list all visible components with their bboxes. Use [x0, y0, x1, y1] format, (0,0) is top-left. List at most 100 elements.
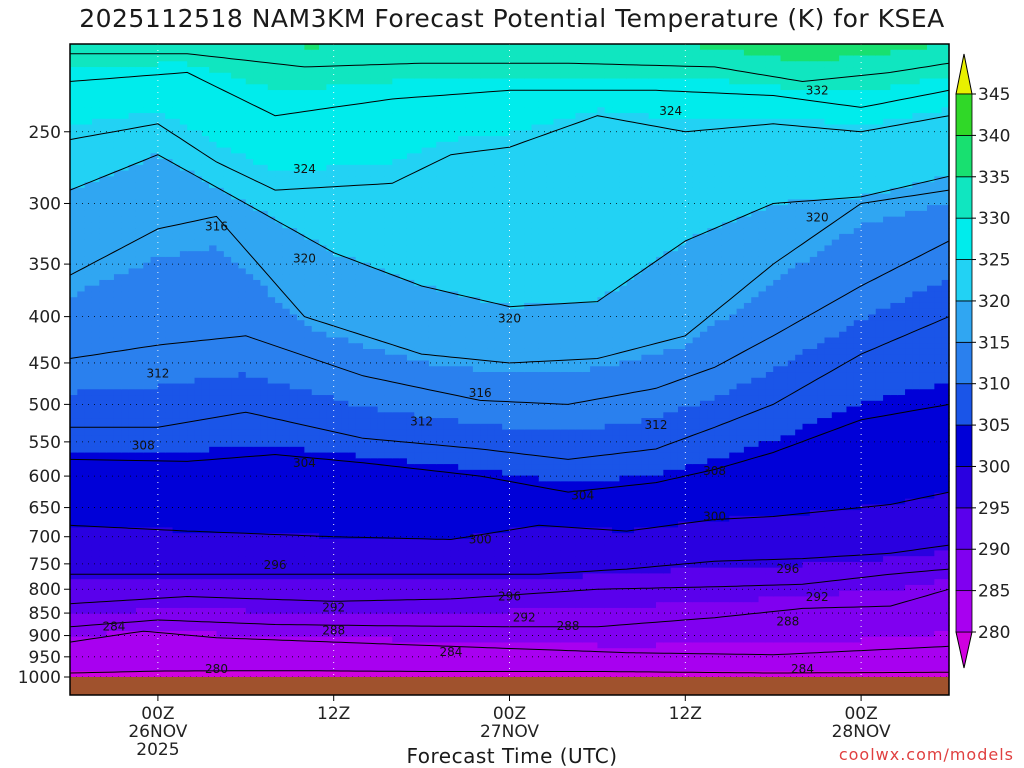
fill-cell [245, 302, 254, 310]
fill-cell [84, 199, 93, 206]
fill-cell [135, 475, 144, 482]
fill-cell [135, 671, 144, 678]
fill-cell [289, 262, 298, 270]
fill-cell [70, 170, 78, 177]
fill-cell [143, 510, 152, 517]
fill-cell [377, 579, 386, 586]
fill-cell [194, 170, 203, 177]
fill-cell [267, 590, 276, 598]
fill-cell [143, 113, 152, 120]
fill-cell [194, 533, 203, 540]
fill-cell [70, 590, 78, 598]
fill-cell [150, 579, 159, 586]
fill-cell [370, 515, 379, 523]
fill-cell [311, 118, 320, 126]
fill-cell [70, 228, 78, 235]
fill-cell [70, 95, 78, 103]
fill-cell [319, 538, 327, 546]
fill-cell [172, 124, 181, 131]
fill-cell [216, 550, 225, 557]
fill-cell [289, 130, 298, 137]
fill-cell [260, 671, 269, 678]
fill-cell [377, 354, 386, 362]
fill-cell [363, 590, 371, 598]
fill-cell [77, 337, 86, 344]
fill-cell [363, 279, 371, 287]
fill-cell [297, 561, 305, 569]
fill-cell [238, 412, 247, 419]
fill-cell [260, 504, 269, 511]
fill-cell [297, 533, 305, 540]
fill-cell [289, 481, 298, 488]
fill-cell [84, 331, 93, 339]
fill-cell [157, 136, 166, 143]
fill-cell [70, 337, 78, 344]
fill-cell [355, 147, 364, 154]
fill-cell [363, 584, 371, 592]
fill-cell [392, 659, 401, 667]
fill-cell [223, 389, 232, 396]
fill-cell [260, 418, 269, 425]
fill-cell [370, 49, 379, 57]
fill-cell [253, 510, 262, 517]
fill-cell [201, 630, 210, 638]
fill-cell [253, 285, 262, 293]
fill-cell [231, 182, 240, 189]
fill-cell [179, 210, 188, 218]
fill-cell [201, 90, 210, 97]
fill-cell [267, 544, 276, 551]
fill-cell [172, 228, 181, 235]
fill-cell [91, 573, 100, 580]
fill-cell [355, 297, 364, 304]
fill-cell [326, 573, 335, 580]
fill-cell [150, 406, 159, 413]
fill-cell [282, 279, 291, 287]
fill-cell [209, 55, 218, 62]
fill-cell [165, 118, 174, 126]
fill-cell [231, 84, 240, 91]
fill-cell [223, 176, 232, 183]
fill-cell [319, 251, 327, 258]
fill-cell [91, 291, 100, 298]
fill-cell [245, 262, 254, 270]
fill-cell [253, 314, 262, 321]
fill-cell [282, 210, 291, 218]
fill-cell [355, 642, 364, 649]
fill-cell [187, 400, 196, 408]
fill-cell [106, 412, 115, 419]
fill-cell [245, 222, 254, 229]
fill-cell [297, 481, 305, 488]
fill-cell [282, 389, 291, 396]
fill-cell [99, 671, 108, 678]
fill-cell [113, 245, 122, 252]
fill-cell [165, 107, 174, 114]
fill-cell [84, 182, 93, 189]
fill-cell [384, 205, 393, 212]
fill-cell [260, 573, 269, 580]
fill-cell [201, 418, 210, 425]
fill-cell [216, 44, 225, 51]
fill-cell [297, 153, 305, 160]
fill-cell [99, 596, 108, 603]
fill-cell [187, 671, 196, 678]
fill-cell [99, 210, 108, 218]
fill-cell [201, 113, 210, 120]
fill-cell [275, 251, 284, 258]
fill-cell [121, 400, 130, 408]
fill-cell [143, 90, 152, 97]
fill-cell [143, 302, 152, 310]
fill-cell [311, 176, 320, 183]
chart-title: 2025112518 NAM3KM Forecast Potential Tem… [79, 4, 945, 33]
fill-cell [187, 452, 196, 459]
fill-cell [363, 67, 371, 74]
fill-cell [223, 285, 232, 293]
fill-cell [260, 383, 269, 390]
fill-cell [319, 343, 327, 350]
fill-cell [91, 475, 100, 482]
fill-cell [113, 153, 122, 160]
fill-cell [231, 377, 240, 385]
fill-cell [231, 113, 240, 120]
fill-cell [91, 44, 100, 51]
fill-cell [348, 441, 357, 448]
fill-cell [319, 659, 327, 667]
